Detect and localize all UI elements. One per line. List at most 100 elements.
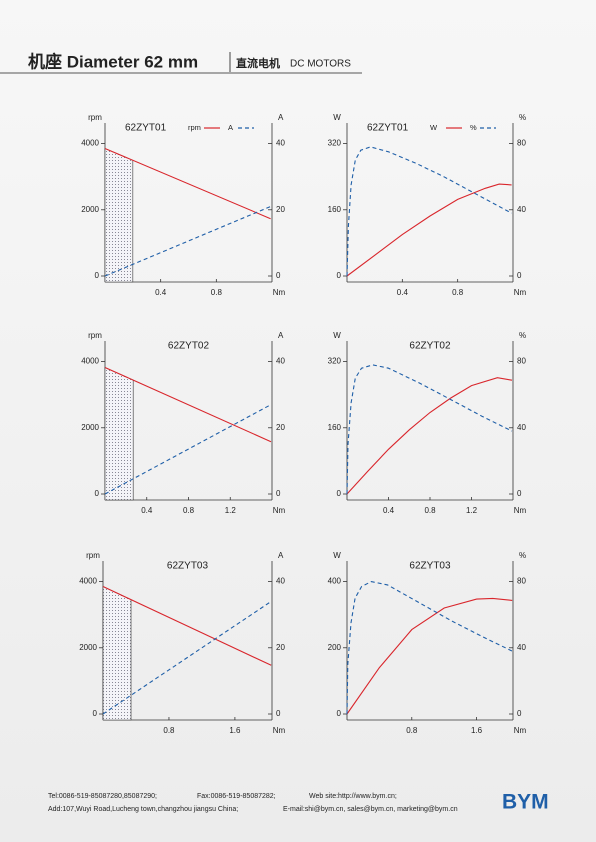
y2-axis-label: A [278, 551, 284, 560]
y-tick-label: 160 [328, 205, 342, 214]
y-tick-label: 4000 [81, 357, 99, 366]
footer-web: Web site:http://www.bym.cn; [309, 793, 397, 800]
logo: BYM [502, 791, 549, 814]
legend-label: A [228, 123, 233, 132]
x-tick-label: 0.4 [397, 288, 409, 297]
y2-tick-label: 40 [517, 423, 526, 432]
x-tick-label: 0.4 [155, 288, 167, 297]
chart-title: 62ZYT01 [125, 123, 167, 134]
x-tick-label: 0.4 [383, 506, 395, 515]
y2-axis-label: % [519, 113, 526, 122]
y-axis-label: rpm [88, 331, 102, 340]
y2-tick-label: 20 [276, 643, 285, 652]
series-line [346, 377, 513, 495]
series-line [102, 600, 272, 715]
series-line [346, 597, 513, 715]
x-axis-label: Nm [514, 288, 527, 297]
header-subtitle-cn: 直流电机 [236, 56, 280, 70]
series-line [346, 146, 512, 277]
series-line [104, 147, 271, 220]
x-tick-label: 0.8 [211, 288, 223, 297]
y-tick-label: 0 [337, 489, 342, 498]
y2-axis-label: % [519, 551, 526, 560]
footer-address: Add:107,Wuyi Road,Lucheng town,changzhou… [48, 806, 238, 813]
header-subtitle: DC MOTORS [290, 59, 351, 70]
y-axis-label: W [333, 551, 341, 560]
y-axis-label: rpm [86, 551, 100, 560]
x-tick-label: 0.8 [452, 288, 464, 297]
x-tick-label: 0.8 [163, 726, 175, 735]
y2-tick-label: 80 [517, 357, 526, 366]
y-tick-label: 0 [95, 271, 100, 280]
y-tick-label: 0 [337, 271, 342, 280]
shaded-region [104, 148, 134, 283]
y2-tick-label: 0 [517, 489, 522, 498]
chart-title: 62ZYT02 [409, 341, 451, 352]
y-tick-label: 0 [95, 489, 100, 498]
header-title: 机座 Diameter 62 mm [28, 51, 198, 71]
y-tick-label: 4000 [81, 139, 99, 148]
y2-tick-label: 0 [517, 271, 522, 280]
y2-tick-label: 80 [517, 577, 526, 586]
y-tick-label: 200 [328, 643, 342, 652]
y2-tick-label: 20 [276, 205, 285, 214]
series-line [346, 183, 512, 277]
x-tick-label: 0.4 [141, 506, 153, 515]
x-tick-label: 0.8 [183, 506, 195, 515]
series-line [346, 581, 513, 715]
y2-tick-label: 40 [517, 205, 526, 214]
footer-fax: Fax:0086-519-85087282; [197, 793, 276, 800]
y2-tick-label: 0 [276, 709, 281, 718]
x-tick-label: 0.8 [424, 506, 436, 515]
series-line [104, 366, 272, 443]
legend-label: % [470, 123, 477, 132]
y-tick-label: 320 [328, 139, 342, 148]
footer-email: E-mail:shi@bym.cn, sales@bym.cn, marketi… [283, 806, 458, 813]
y-axis-label: W [333, 113, 341, 122]
x-tick-label: 1.2 [466, 506, 478, 515]
x-axis-label: Nm [514, 726, 527, 735]
y2-axis-label: A [278, 113, 284, 122]
legend-label: rpm [188, 123, 201, 132]
y-tick-label: 320 [328, 357, 342, 366]
y-tick-label: 400 [328, 577, 342, 586]
legend-label: W [430, 123, 438, 132]
y-axis-label: rpm [88, 113, 102, 122]
y-tick-label: 0 [93, 709, 98, 718]
y2-tick-label: 20 [276, 423, 285, 432]
footer-tel: Tel:0086-519-85087280,85087290; [48, 793, 157, 800]
chart-title: 62ZYT03 [409, 561, 451, 572]
y2-axis-label: A [278, 331, 284, 340]
y-axis-label: W [333, 331, 341, 340]
series-line [104, 404, 272, 495]
x-axis-label: Nm [273, 726, 286, 735]
y2-tick-label: 40 [276, 357, 285, 366]
shaded-region [102, 586, 132, 721]
y-tick-label: 2000 [81, 423, 99, 432]
series-line [102, 586, 272, 666]
x-tick-label: 0.8 [406, 726, 418, 735]
y2-tick-label: 40 [517, 643, 526, 652]
y-tick-label: 2000 [81, 205, 99, 214]
y-tick-label: 2000 [79, 643, 97, 652]
y2-tick-label: 40 [276, 577, 285, 586]
y2-tick-label: 0 [276, 271, 281, 280]
y2-tick-label: 40 [276, 139, 285, 148]
chart-title: 62ZYT01 [367, 123, 409, 134]
x-axis-label: Nm [273, 288, 286, 297]
series-line [104, 205, 271, 277]
y2-tick-label: 0 [517, 709, 522, 718]
y2-axis-label: % [519, 331, 526, 340]
chart-title: 62ZYT02 [168, 341, 210, 352]
x-axis-label: Nm [273, 506, 286, 515]
x-tick-label: 1.2 [225, 506, 237, 515]
x-tick-label: 1.6 [229, 726, 241, 735]
chart-title: 62ZYT03 [167, 561, 209, 572]
y-tick-label: 0 [337, 709, 342, 718]
y-tick-label: 160 [328, 423, 342, 432]
y2-tick-label: 0 [276, 489, 281, 498]
y-tick-label: 4000 [79, 577, 97, 586]
series-line [346, 364, 513, 495]
y2-tick-label: 80 [517, 139, 526, 148]
